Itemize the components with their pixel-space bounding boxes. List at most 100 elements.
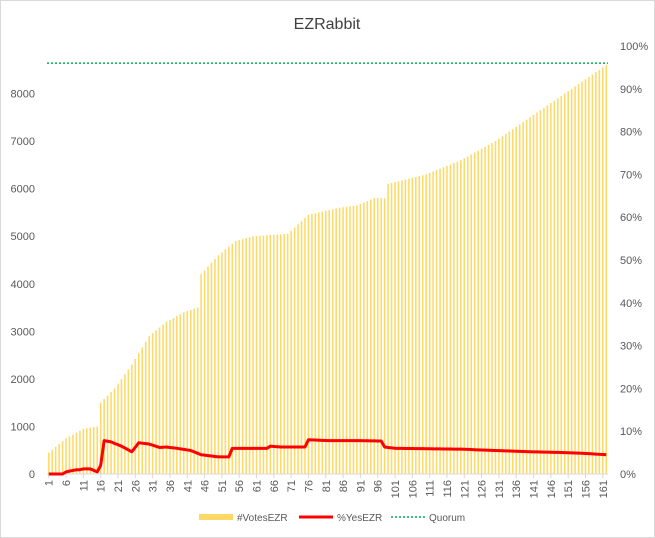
bar-votes-25 [131, 364, 133, 474]
bar-votes-65 [269, 235, 272, 474]
bar-votes-73 [297, 224, 299, 474]
bar-votes-150 [563, 93, 566, 474]
bar-votes-9 [75, 432, 78, 474]
y2-tick-label: 70% [620, 169, 642, 181]
bar-votes-141 [532, 114, 535, 475]
bar-votes-18 [106, 395, 109, 474]
bar-votes-80 [321, 211, 324, 474]
bars-layer [47, 65, 608, 475]
bar-votes-133 [505, 133, 507, 475]
bar-votes-31 [151, 333, 154, 474]
bar-votes-62 [259, 235, 261, 474]
x-tick-label: 16 [96, 480, 108, 492]
bar-votes-139 [525, 119, 528, 475]
bar-votes-91 [359, 203, 362, 474]
y2-tick-label: 60% [620, 212, 642, 224]
bar-votes-2 [51, 449, 53, 474]
bar-votes-85 [338, 207, 341, 474]
bar-votes-86 [342, 207, 344, 474]
y2-tick-label: 50% [620, 255, 642, 267]
legend-label-votes: #VotesEZR [237, 513, 288, 524]
bar-votes-67 [276, 234, 279, 474]
bar-votes-89 [352, 205, 355, 475]
bar-votes-159 [595, 72, 597, 474]
bar-votes-147 [553, 100, 556, 474]
bar-votes-5 [61, 441, 64, 474]
bar-votes-20 [113, 388, 116, 474]
bar-votes-119 [456, 161, 459, 474]
bar-votes-72 [293, 227, 296, 474]
bar-votes-26 [134, 358, 137, 474]
x-tick-label: 71 [286, 480, 298, 492]
x-tick-label: 131 [494, 480, 506, 498]
bar-votes-160 [598, 69, 601, 474]
y2-tick-label: 80% [620, 127, 642, 139]
bar-votes-10 [79, 430, 81, 474]
bar-votes-32 [155, 330, 157, 474]
bar-votes-63 [262, 235, 265, 474]
bar-votes-49 [214, 259, 216, 474]
bar-votes-35 [165, 321, 168, 474]
axis-layer: 1 6 11 16 21 26 31 36 41 46 51 56 61 66 71 76 81 86 91 96 10… [11, 41, 649, 498]
bar-votes-134 [508, 131, 511, 474]
bar-votes-69 [283, 234, 285, 474]
y-tick-label: 2000 [11, 374, 35, 386]
bar-votes-60 [252, 236, 254, 474]
bar-votes-61 [255, 235, 258, 474]
bar-votes-11 [82, 428, 85, 474]
bar-votes-84 [335, 208, 337, 475]
bar-votes-92 [363, 202, 365, 474]
x-tick-label: 91 [355, 480, 367, 492]
bar-votes-99 [387, 183, 389, 474]
bar-votes-45 [200, 274, 202, 474]
bar-votes-156 [584, 79, 587, 474]
bar-votes-162 [605, 65, 608, 475]
bar-votes-124 [473, 152, 476, 474]
bar-votes-4 [58, 444, 60, 474]
bar-votes-143 [539, 110, 542, 474]
bar-votes-13 [89, 427, 92, 474]
x-tick-label: 81 [321, 480, 333, 492]
y-tick-label: 6000 [11, 184, 35, 196]
legend-label-quorum: Quorum [429, 513, 465, 524]
bar-votes-81 [324, 210, 327, 475]
x-tick-label: 46 [200, 480, 212, 492]
bar-votes-87 [345, 206, 348, 475]
bar-votes-41 [186, 311, 189, 474]
bar-votes-155 [581, 81, 583, 475]
bar-votes-17 [103, 399, 105, 474]
bar-votes-106 [411, 177, 414, 475]
y-tick-label: 3000 [11, 326, 35, 338]
bar-votes-110 [425, 174, 427, 474]
x-tick-label: 26 [130, 480, 142, 492]
bar-votes-97 [380, 198, 382, 474]
bar-votes-113 [435, 170, 438, 474]
bar-votes-37 [172, 318, 175, 474]
bar-votes-95 [373, 198, 376, 474]
y-tick-label: 1000 [11, 421, 35, 433]
x-tick-label: 21 [113, 480, 125, 492]
x-tick-label: 6 [61, 480, 73, 486]
bar-votes-71 [290, 230, 292, 474]
x-tick-label: 11 [78, 480, 90, 491]
x-tick-label: 41 [182, 480, 194, 492]
x-tick-label: 51 [217, 480, 229, 492]
bar-votes-125 [477, 150, 479, 474]
x-tick-label: 56 [234, 480, 246, 492]
bar-votes-112 [432, 171, 434, 475]
bar-votes-142 [536, 112, 538, 474]
bar-votes-127 [484, 146, 486, 474]
x-tick-label: 76 [304, 480, 316, 492]
bar-votes-117 [449, 164, 452, 474]
bar-votes-157 [588, 76, 590, 474]
bar-votes-105 [408, 178, 410, 474]
y-tick-label: 0 [29, 469, 35, 481]
legend: #VotesEZR %YesEZR Quorum [199, 513, 465, 524]
bar-votes-148 [557, 98, 559, 474]
bar-votes-77 [311, 214, 313, 474]
bar-votes-100 [390, 183, 393, 475]
bar-votes-79 [318, 212, 320, 474]
bar-votes-109 [421, 175, 424, 474]
bar-votes-21 [117, 383, 119, 474]
bar-votes-115 [442, 167, 445, 474]
